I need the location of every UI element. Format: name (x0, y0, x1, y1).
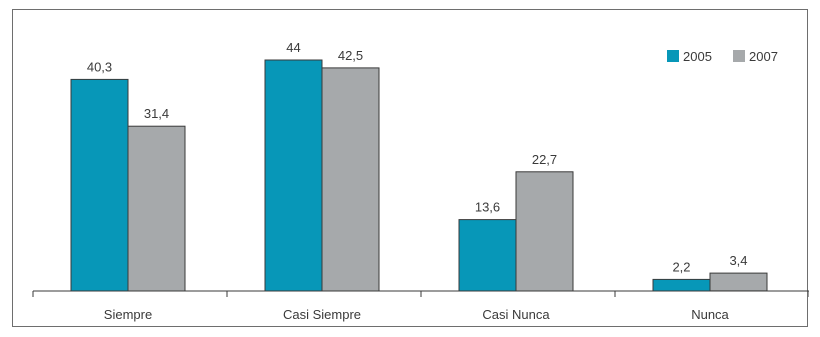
bar-2007-casi-nunca (515, 171, 574, 292)
data-label-2007-casi-siempre: 42,5 (338, 48, 363, 63)
data-label-2007-nunca: 3,4 (729, 253, 747, 268)
legend-label-2007: 2007 (749, 49, 778, 64)
bar-chart: 40,3 31,4 44 42,5 13,6 22,7 2,2 3,4 Siempre Casi… (32, 40, 810, 322)
legend: 2005 2007 (667, 49, 778, 64)
data-label-2005-siempre: 40,3 (87, 59, 112, 74)
legend-swatch-2005 (667, 50, 679, 62)
bar-2007-casi-siempre (321, 67, 380, 292)
x-tick-label-siempre: Siempre (104, 307, 152, 322)
x-tick-label-nunca: Nunca (691, 307, 729, 322)
bar-2005-casi-nunca (458, 219, 517, 292)
x-axis: Siempre Casi Siempre Casi Nunca Nunca (32, 290, 810, 322)
bars-layer (70, 59, 768, 292)
chart-frame: 40,3 31,4 44 42,5 13,6 22,7 2,2 3,4 Siempre Casi… (12, 9, 810, 327)
data-label-2005-casi-nunca: 13,6 (475, 200, 500, 215)
legend-swatch-2007 (733, 50, 745, 62)
data-label-2005-nunca: 2,2 (672, 259, 690, 274)
x-tick-label-casi-siempre: Casi Siempre (283, 307, 361, 322)
bar-2005-nunca (652, 278, 711, 292)
bar-2007-siempre (127, 125, 186, 292)
bar-2005-casi-siempre (264, 59, 323, 292)
data-labels-layer: 40,3 31,4 44 42,5 13,6 22,7 2,2 3,4 (87, 40, 748, 274)
legend-label-2005: 2005 (683, 49, 712, 64)
data-label-2005-casi-siempre: 44 (286, 40, 300, 55)
bar-2007-nunca (709, 272, 768, 292)
data-label-2007-casi-nunca: 22,7 (532, 152, 557, 167)
bar-2005-siempre (70, 78, 129, 292)
data-label-2007-siempre: 31,4 (144, 106, 169, 121)
x-tick-label-casi-nunca: Casi Nunca (482, 307, 550, 322)
